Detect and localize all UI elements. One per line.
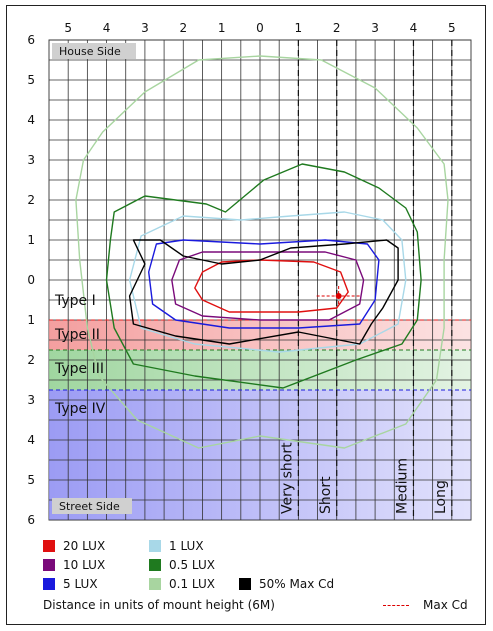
legend-0-1-lux: 0.1 LUX (149, 577, 215, 591)
contour-0-5-lux (105, 163, 422, 389)
contour-50-max-cd (128, 239, 399, 345)
y-tick-label: 4 (27, 433, 35, 447)
legend-50-max-cd: 50% Max Cd (239, 577, 334, 591)
x-tick-label: 4 (103, 21, 111, 35)
legend-label-0-5-lux: 0.5 LUX (169, 558, 215, 572)
legend-swatch-50-max-cd (239, 578, 251, 590)
roadway-type-label: Type IV (54, 401, 106, 417)
house-side-label: House Side (59, 45, 121, 58)
legend-10-lux: 10 LUX (43, 558, 105, 572)
legend-label-5-lux: 5 LUX (63, 577, 98, 591)
distance-line-label: Medium (395, 458, 411, 514)
legend-swatch-1-lux (149, 540, 161, 552)
legend-1-lux: 1 LUX (149, 539, 204, 553)
footer-note-text: Distance in units of mount height (6M) (43, 598, 275, 612)
legend-swatch-20-lux (43, 540, 55, 552)
legend-swatch-0-1-lux (149, 578, 161, 590)
x-tick-label: 5 (64, 21, 72, 35)
legend-label-50-max-cd: 50% Max Cd (259, 577, 335, 591)
x-tick-label: 4 (410, 21, 418, 35)
y-tick-label: 4 (27, 113, 35, 127)
legend-max-cd-line (383, 604, 409, 606)
roadway-type-label: Type III (54, 361, 104, 377)
street-side-label: Street Side (59, 500, 120, 513)
x-tick-label: 2 (179, 21, 187, 35)
contour-0-1-lux (75, 55, 449, 449)
contour-10-lux (171, 251, 365, 321)
distance-line-label: Very short (279, 442, 295, 514)
contour-1-lux (128, 211, 407, 353)
legend-label-20-lux: 20 LUX (63, 539, 106, 553)
house-side-box (52, 43, 136, 59)
x-tick-label: 1 (218, 21, 226, 35)
y-tick-label: 3 (27, 393, 35, 407)
y-tick-label: 0 (27, 273, 35, 287)
y-tick-label: 6 (27, 33, 35, 47)
legend-20-lux: 20 LUX (43, 539, 105, 553)
legend-label-max-cd: Max Cd (423, 598, 468, 612)
x-tick-label: 3 (371, 21, 379, 35)
roadway-type-label: Type II (54, 327, 100, 343)
y-tick-label: 2 (27, 193, 35, 207)
y-tick-label: 1 (27, 233, 35, 247)
footer-note: Distance in units of mount height (6M) (43, 598, 275, 612)
x-tick-label: 1 (295, 21, 303, 35)
contour-5-lux (147, 239, 380, 329)
isolux-chart: 5 4 3 2 1 0 1 2 3 4 5 6 5 4 3 2 1 0 1 2 3 4 5 6 House Side Street… (27, 21, 472, 527)
legend-swatch-0-5-lux (149, 559, 161, 571)
roadway-type-label: Type I (54, 293, 96, 309)
legend-5-lux: 5 LUX (43, 577, 98, 591)
x-tick-label: 2 (333, 21, 341, 35)
legend-0-5-lux: 0.5 LUX (149, 558, 215, 572)
y-tick-label: 1 (27, 313, 35, 327)
x-tick-label: 0 (256, 21, 264, 35)
chart-frame: 5 4 3 2 1 0 1 2 3 4 5 6 5 4 3 2 1 0 1 2 3 4 5 6 House Side Street… (6, 5, 486, 625)
y-tick-label: 2 (27, 353, 35, 367)
legend-label-10-lux: 10 LUX (63, 558, 106, 572)
y-tick-label: 3 (27, 153, 35, 167)
y-tick-label: 5 (27, 473, 35, 487)
max-cd-point (335, 293, 342, 299)
legend-max-cd: Max Cd (383, 598, 468, 612)
distance-line-label: Long (433, 480, 449, 514)
legend-label-1-lux: 1 LUX (169, 539, 204, 553)
street-side-box (52, 498, 132, 514)
legend-label-0-1-lux: 0.1 LUX (169, 577, 215, 591)
distance-line-label: Short (318, 476, 334, 514)
x-tick-label: 3 (141, 21, 149, 35)
legend-swatch-10-lux (43, 559, 55, 571)
x-tick-label: 5 (448, 21, 456, 35)
y-tick-label: 6 (27, 513, 35, 527)
y-tick-label: 5 (27, 73, 35, 87)
legend-swatch-5-lux (43, 578, 55, 590)
